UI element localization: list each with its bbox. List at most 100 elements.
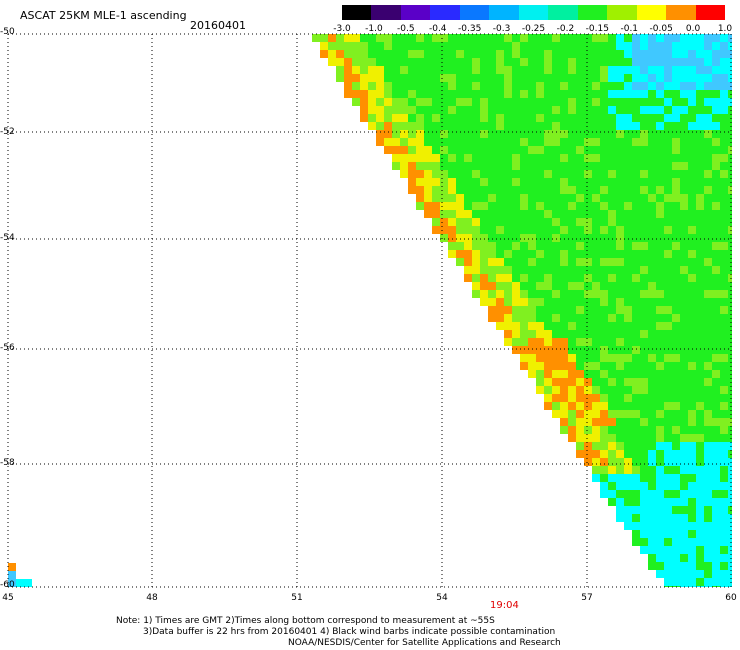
swath-cell <box>584 170 592 178</box>
swath-cell <box>424 170 432 178</box>
swath-cell <box>616 226 624 234</box>
swath-cell <box>696 554 704 562</box>
swath-cell <box>632 466 640 474</box>
swath-cell <box>664 402 672 410</box>
swath-cell <box>520 74 528 82</box>
swath-cell <box>632 114 640 122</box>
swath-cell <box>616 218 624 226</box>
swath-cell <box>392 66 400 74</box>
swath-cell <box>584 378 592 386</box>
swath-cell <box>712 90 720 98</box>
swath-cell <box>712 314 720 322</box>
swath-cell <box>448 210 456 218</box>
swath-cell <box>624 482 632 490</box>
swath-cell <box>672 282 680 290</box>
swath-cell <box>416 42 424 50</box>
swath-cell <box>472 138 480 146</box>
swath-cell <box>472 242 480 250</box>
swath-cell <box>632 442 640 450</box>
swath-cell <box>720 234 728 242</box>
swath-cell <box>664 426 672 434</box>
swath-cell <box>696 338 704 346</box>
color-scale-label: 0.0 <box>685 24 701 34</box>
color-scale-swatch <box>459 5 490 20</box>
swath-cell <box>584 186 592 194</box>
swath-cell <box>584 250 592 258</box>
swath-cell <box>712 162 720 170</box>
swath-cell <box>512 258 520 266</box>
swath-cell <box>544 162 552 170</box>
swath-cell <box>728 578 732 586</box>
swath-cell <box>560 90 568 98</box>
swath-cell <box>400 114 408 122</box>
swath-cell <box>704 578 712 586</box>
swath-cell <box>368 114 376 122</box>
swath-cell <box>632 338 640 346</box>
swath-cell <box>704 34 712 42</box>
swath-cell <box>464 34 472 42</box>
swath-cell <box>584 266 592 274</box>
swath-cell <box>632 98 640 106</box>
swath-cell <box>720 178 728 186</box>
swath-cell <box>656 250 664 258</box>
swath-cell <box>512 154 520 162</box>
swath-cell <box>584 66 592 74</box>
swath-cell <box>672 106 680 114</box>
swath-cell <box>680 170 688 178</box>
swath-cell <box>672 474 680 482</box>
swath-cell <box>584 162 592 170</box>
swath-cell <box>720 114 728 122</box>
swath-cell <box>728 362 732 370</box>
swath-cell <box>488 66 496 74</box>
swath-cell <box>504 42 512 50</box>
swath-cell <box>664 178 672 186</box>
swath-cell <box>656 234 664 242</box>
swath-cell <box>624 362 632 370</box>
swath-cell <box>608 322 616 330</box>
swath-cell <box>656 178 664 186</box>
swath-cell <box>648 498 656 506</box>
swath-cell <box>624 234 632 242</box>
swath-cell <box>728 186 732 194</box>
color-scale-swatch <box>577 5 608 20</box>
swath-cell <box>632 522 640 530</box>
swath-cell <box>384 106 392 114</box>
swath-cell <box>672 178 680 186</box>
swath-cell <box>584 442 592 450</box>
swath-cell <box>720 354 728 362</box>
swath-cell <box>400 90 408 98</box>
swath-cell <box>496 178 504 186</box>
swath-cell <box>496 314 504 322</box>
swath-cell <box>368 82 376 90</box>
swath-cell <box>568 130 576 138</box>
swath-cell <box>416 162 424 170</box>
swath-cell <box>512 306 520 314</box>
swath-cell <box>408 154 416 162</box>
swath-cell <box>648 482 656 490</box>
swath-cell <box>344 50 352 58</box>
swath-cell <box>664 226 672 234</box>
swath-cell <box>632 386 640 394</box>
swath-cell <box>648 58 656 66</box>
swath-cell <box>424 146 432 154</box>
swath-cell <box>600 98 608 106</box>
swath-cell <box>664 154 672 162</box>
swath-cell <box>720 282 728 290</box>
swath-cell <box>576 250 584 258</box>
swath-cell <box>664 186 672 194</box>
swath-cell <box>720 378 728 386</box>
swath-cell <box>528 82 536 90</box>
swath-cell <box>528 178 536 186</box>
swath-cell <box>728 586 732 587</box>
swath-cell <box>672 530 680 538</box>
swath-cell <box>496 298 504 306</box>
swath-cell <box>616 58 624 66</box>
swath-cell <box>632 306 640 314</box>
swath-cell <box>608 194 616 202</box>
swath-cell <box>472 122 480 130</box>
swath-cell <box>584 402 592 410</box>
swath-cell <box>680 394 688 402</box>
swath-cell <box>472 154 480 162</box>
swath-cell <box>672 346 680 354</box>
swath-cell <box>640 130 648 138</box>
